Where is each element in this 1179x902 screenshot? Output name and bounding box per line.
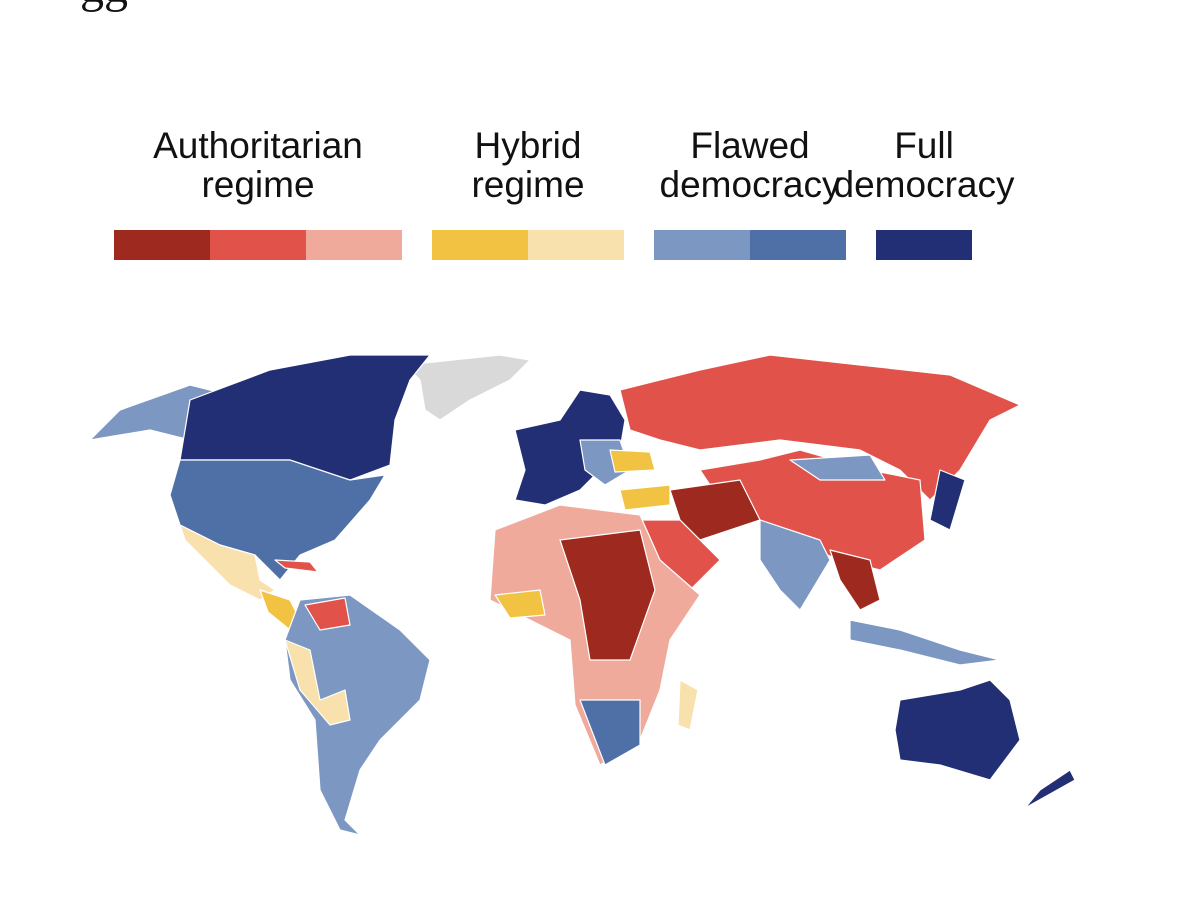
indonesia xyxy=(849,619,1001,666)
legend-label: Full xyxy=(894,125,954,166)
southern-africa xyxy=(579,699,641,766)
legend-swatch xyxy=(654,230,750,260)
australia xyxy=(894,679,1021,781)
legend-swatch xyxy=(114,230,210,260)
world-map xyxy=(89,354,1076,836)
new-zealand xyxy=(1024,769,1076,809)
mongolia xyxy=(789,454,886,481)
legend-swatch xyxy=(432,230,528,260)
japan xyxy=(929,469,966,531)
legend-label: regime xyxy=(471,164,584,205)
iran xyxy=(669,479,761,541)
legend-swatch xyxy=(528,230,624,260)
legend-label: democracy xyxy=(660,164,841,205)
legend-swatch xyxy=(876,230,972,260)
greenland xyxy=(404,354,531,421)
venezuela xyxy=(304,597,351,631)
central-africa xyxy=(559,529,656,661)
legend-swatch xyxy=(210,230,306,260)
andes xyxy=(284,639,351,726)
legend-label: regime xyxy=(201,164,314,205)
legend-label: Authoritarian xyxy=(153,125,363,166)
madagascar xyxy=(677,679,699,731)
south-america xyxy=(284,594,431,836)
india xyxy=(759,519,831,611)
legend: AuthoritarianregimeHybridregimeFlaweddem… xyxy=(114,125,1015,260)
ukraine xyxy=(609,449,656,473)
west-africa xyxy=(494,589,546,619)
legend-swatch xyxy=(306,230,402,260)
legend-swatch xyxy=(750,230,846,260)
legend-label: democracy xyxy=(834,164,1015,205)
indochina xyxy=(829,549,881,611)
title-fragment: gg xyxy=(80,0,128,13)
legend-label: Hybrid xyxy=(475,125,582,166)
turkey xyxy=(619,484,671,511)
legend-label: Flawed xyxy=(690,125,809,166)
cuba xyxy=(274,559,319,573)
